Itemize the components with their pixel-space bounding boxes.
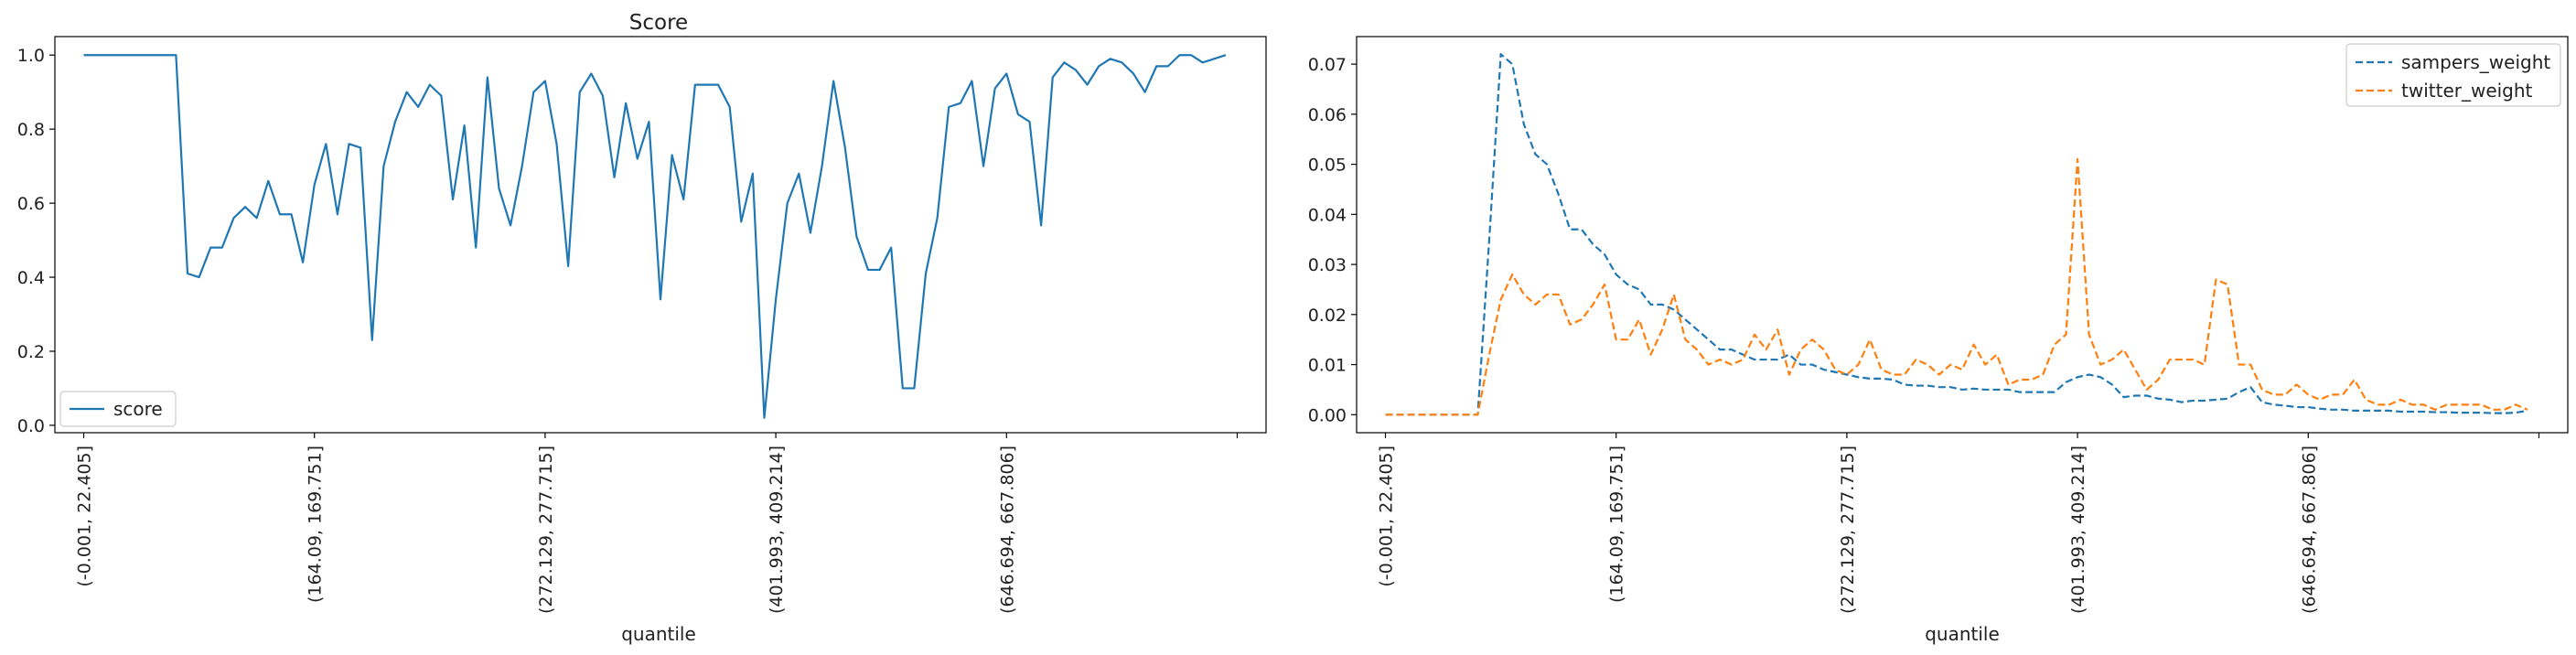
score-legend-label: score — [113, 398, 163, 420]
weights-chart-panel: 0.00 0.01 0.02 0.03 0.04 0.05 0.06 0.07 (-0.001… — [1308, 36, 2569, 645]
score-series-group — [83, 54, 1227, 419]
score-y-tick-label: 0.6 — [17, 194, 45, 214]
weights-y-tick-label: 0.07 — [1308, 55, 1347, 75]
score-chart-panel: Score 0.0 0.2 0.4 0.6 0.8 1.0 (-0.001, 22.405… — [17, 11, 1267, 645]
score-y-tick-label: 1.0 — [17, 46, 45, 66]
weights-x-tick-label: (164.09, 169.751] — [1607, 446, 1627, 603]
score-x-axis-label: quantile — [621, 623, 696, 645]
weights-y-tick-label: 0.00 — [1308, 405, 1347, 425]
weights-x-tick-label: (401.993, 409.214] — [2068, 446, 2088, 614]
weights-y-axis: 0.00 0.01 0.02 0.03 0.04 0.05 0.06 0.07 — [1308, 55, 1357, 425]
score-y-tick-label: 0.2 — [17, 342, 45, 362]
weights-y-tick-label: 0.01 — [1308, 356, 1347, 376]
score-y-tick-label: 0.8 — [17, 120, 45, 140]
weights-x-tick-label: (646.694, 667.806] — [2299, 446, 2319, 614]
weights-x-tick-label: (-0.001, 22.405] — [1377, 446, 1397, 587]
score-legend: score — [59, 391, 177, 427]
weights-y-tick-label: 0.02 — [1308, 306, 1347, 326]
score-x-tick-label: (646.694, 667.806] — [997, 446, 1017, 614]
score-x-tick-label: (401.993, 409.214] — [767, 446, 787, 614]
weights-y-tick-label: 0.04 — [1308, 205, 1347, 225]
sampers-weight-legend-label: sampers_weight — [2401, 51, 2550, 73]
weights-legend: sampers_weight twitter_weight — [2345, 43, 2561, 107]
score-x-tick-label: (272.129, 277.715] — [536, 446, 556, 614]
weights-plot-frame — [1356, 36, 2569, 434]
score-x-axis: (-0.001, 22.405] (164.09, 169.751] (272.12… — [75, 433, 1239, 614]
score-chart-title: Score — [629, 11, 688, 35]
score-y-tick-label: 0.0 — [17, 416, 45, 436]
weights-y-tick-label: 0.06 — [1308, 105, 1347, 125]
weights-y-tick-label: 0.05 — [1308, 156, 1347, 176]
twitter-weight-legend-label: twitter_weight — [2401, 80, 2533, 102]
score-x-tick-label: (-0.001, 22.405] — [75, 446, 95, 587]
twitter-weight-line — [1385, 158, 2528, 416]
weights-legend-box — [2345, 43, 2561, 107]
weights-series-group — [1385, 53, 2528, 416]
score-y-axis: 0.0 0.2 0.4 0.6 0.8 1.0 — [17, 46, 55, 436]
weights-y-tick-label: 0.03 — [1308, 255, 1347, 275]
weights-x-axis-label: quantile — [1925, 623, 2000, 645]
sampers-weight-line — [1385, 53, 2528, 416]
score-y-tick-label: 0.4 — [17, 268, 45, 288]
score-x-tick-label: (164.09, 169.751] — [306, 446, 326, 603]
weights-x-axis: (-0.001, 22.405] (164.09, 169.751] (272.12… — [1377, 433, 2540, 614]
score-plot-frame — [54, 36, 1267, 434]
score-line — [83, 54, 1227, 419]
weights-x-tick-label: (272.129, 277.715] — [1838, 446, 1858, 614]
score-legend-box — [59, 391, 177, 427]
